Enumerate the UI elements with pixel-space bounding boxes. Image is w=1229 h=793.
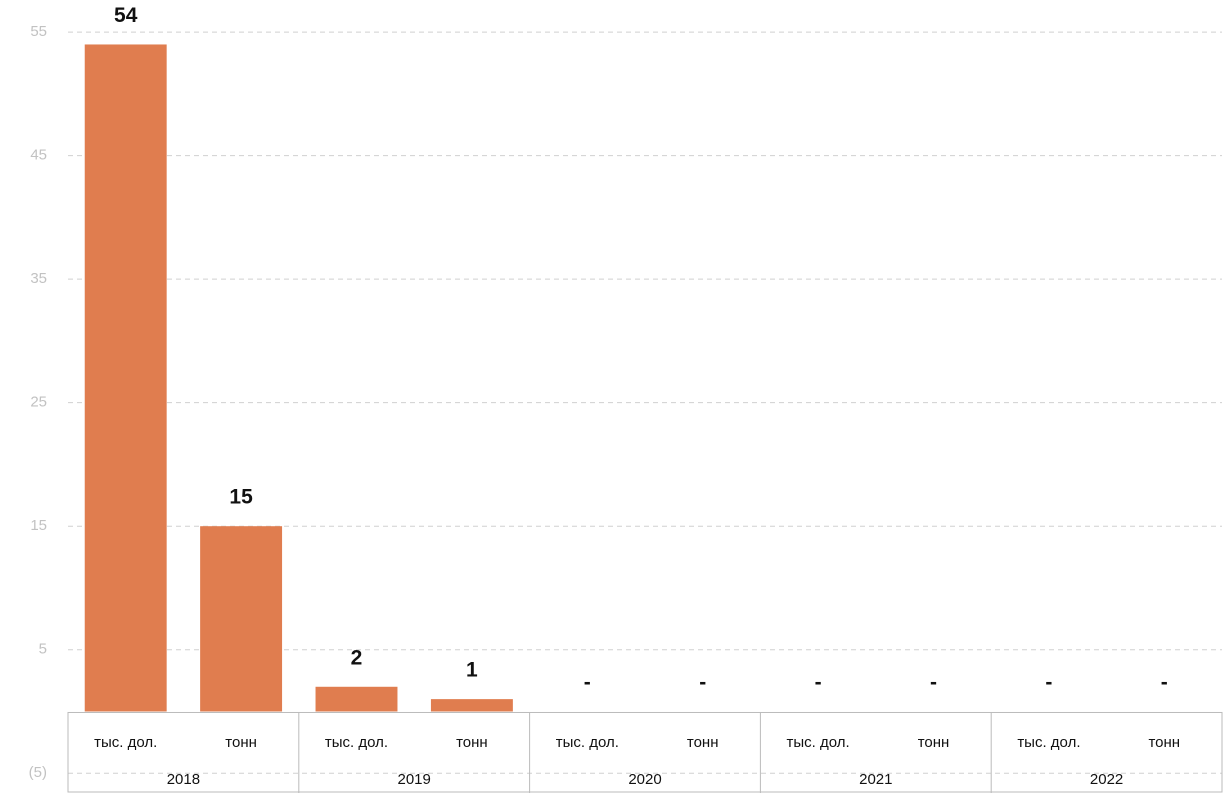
bar [200,526,283,712]
y-tick-label: 45 [30,147,47,164]
group-label: 2020 [628,771,661,788]
x-tick-label: тонн [456,734,488,751]
y-tick-label: 55 [30,23,47,40]
value-label: 2 [351,646,363,669]
value-label: - [1045,671,1052,694]
value-label: - [584,671,591,694]
group-label: 2018 [167,771,200,788]
y-tick-label: (5) [29,764,47,781]
value-label: - [699,671,706,694]
y-tick-label: 35 [30,270,47,287]
x-tick-label: тонн [918,734,950,751]
y-tick-label: 15 [30,517,47,534]
bar [430,699,513,712]
group-label: 2019 [398,771,431,788]
value-label: 1 [466,659,478,682]
value-label: - [930,671,937,694]
x-tick-label: тыс. дол. [556,734,619,751]
value-label: - [815,671,822,694]
y-tick-label: 25 [30,394,47,411]
group-label: 2022 [1090,771,1123,788]
group-label: 2021 [859,771,892,788]
bar [84,44,167,712]
x-tick-label: тыс. дол. [94,734,157,751]
x-tick-label: тыс. дол. [787,734,850,751]
value-label: - [1161,671,1168,694]
value-label: 15 [229,486,253,509]
x-tick-label: тонн [225,734,257,751]
bar [315,686,398,712]
x-tick-label: тонн [1148,734,1180,751]
x-tick-label: тонн [687,734,719,751]
category-table [67,711,1223,793]
x-tick-label: тыс. дол. [1017,734,1080,751]
value-label: 54 [114,4,138,27]
y-tick-label: 5 [39,641,47,658]
x-tick-label: тыс. дол. [325,734,388,751]
